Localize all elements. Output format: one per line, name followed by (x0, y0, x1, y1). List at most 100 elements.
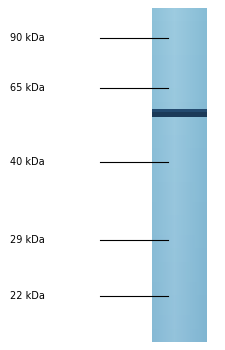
Bar (157, 8, 158, 342)
Bar (187, 8, 188, 342)
Bar (152, 102, 207, 108)
Bar (167, 8, 168, 342)
Bar (152, 121, 207, 128)
Bar (193, 8, 194, 342)
Bar (201, 8, 202, 342)
Bar (152, 222, 207, 229)
Bar (177, 8, 178, 342)
Bar (182, 8, 183, 342)
Bar (152, 109, 207, 117)
Bar (152, 182, 207, 188)
Bar (152, 302, 207, 309)
Bar (152, 268, 207, 275)
Bar (152, 115, 207, 121)
Bar (204, 8, 205, 342)
Bar (198, 8, 199, 342)
Bar (152, 108, 207, 115)
Bar (152, 95, 207, 102)
Bar (166, 8, 167, 342)
Bar (180, 8, 181, 342)
Bar (176, 8, 177, 342)
Bar (152, 262, 207, 268)
Bar (152, 148, 207, 155)
Bar (152, 175, 207, 182)
Bar (173, 8, 174, 342)
Bar (153, 8, 154, 342)
Bar (152, 128, 207, 135)
Bar (152, 28, 207, 35)
Bar (152, 322, 207, 329)
Bar (156, 8, 157, 342)
Bar (152, 68, 207, 75)
Bar (152, 135, 207, 142)
Bar (202, 8, 203, 342)
Bar (175, 8, 176, 342)
Bar (165, 8, 166, 342)
Bar (152, 15, 207, 21)
Bar (155, 8, 156, 342)
Bar (152, 282, 207, 288)
Bar (171, 8, 172, 342)
Bar (181, 8, 182, 342)
Bar (152, 235, 207, 242)
Bar (183, 8, 184, 342)
Bar (152, 168, 207, 175)
Bar (152, 8, 153, 342)
Bar (191, 8, 192, 342)
Bar (189, 8, 190, 342)
Bar (152, 75, 207, 82)
Bar (169, 8, 170, 342)
Bar (152, 255, 207, 262)
Bar (185, 8, 186, 342)
Text: 29 kDa: 29 kDa (10, 235, 45, 245)
Bar (152, 88, 207, 95)
Text: 65 kDa: 65 kDa (10, 83, 45, 93)
Bar (152, 215, 207, 222)
Bar (174, 8, 175, 342)
Bar (158, 8, 159, 342)
Bar (154, 8, 155, 342)
Bar (152, 62, 207, 68)
Bar (152, 229, 207, 235)
Bar (170, 8, 171, 342)
Bar (195, 8, 196, 342)
Bar (162, 8, 163, 342)
Bar (152, 21, 207, 28)
Bar (163, 8, 164, 342)
Bar (172, 8, 173, 342)
Bar (152, 41, 207, 48)
Bar (152, 208, 207, 215)
Bar (152, 275, 207, 282)
Bar (200, 8, 201, 342)
Bar (192, 8, 193, 342)
Bar (152, 142, 207, 148)
Text: 90 kDa: 90 kDa (10, 33, 45, 43)
Bar (152, 288, 207, 295)
Bar (152, 202, 207, 208)
Bar (152, 309, 207, 315)
Bar (194, 8, 195, 342)
Text: 40 kDa: 40 kDa (10, 157, 45, 167)
Bar (152, 8, 207, 15)
Bar (184, 8, 185, 342)
Bar (190, 8, 191, 342)
Bar (159, 8, 160, 342)
Bar (152, 329, 207, 335)
Bar (178, 8, 179, 342)
Bar (152, 82, 207, 88)
Bar (161, 8, 162, 342)
Bar (152, 188, 207, 195)
Bar (152, 315, 207, 322)
Bar (168, 8, 169, 342)
Bar (186, 8, 187, 342)
Bar (203, 8, 204, 342)
Bar (152, 109, 207, 112)
Bar (196, 8, 197, 342)
Bar (206, 8, 207, 342)
Bar (164, 8, 165, 342)
Bar (179, 8, 180, 342)
Bar (152, 48, 207, 55)
Bar (152, 295, 207, 302)
Bar (160, 8, 161, 342)
Bar (205, 8, 206, 342)
